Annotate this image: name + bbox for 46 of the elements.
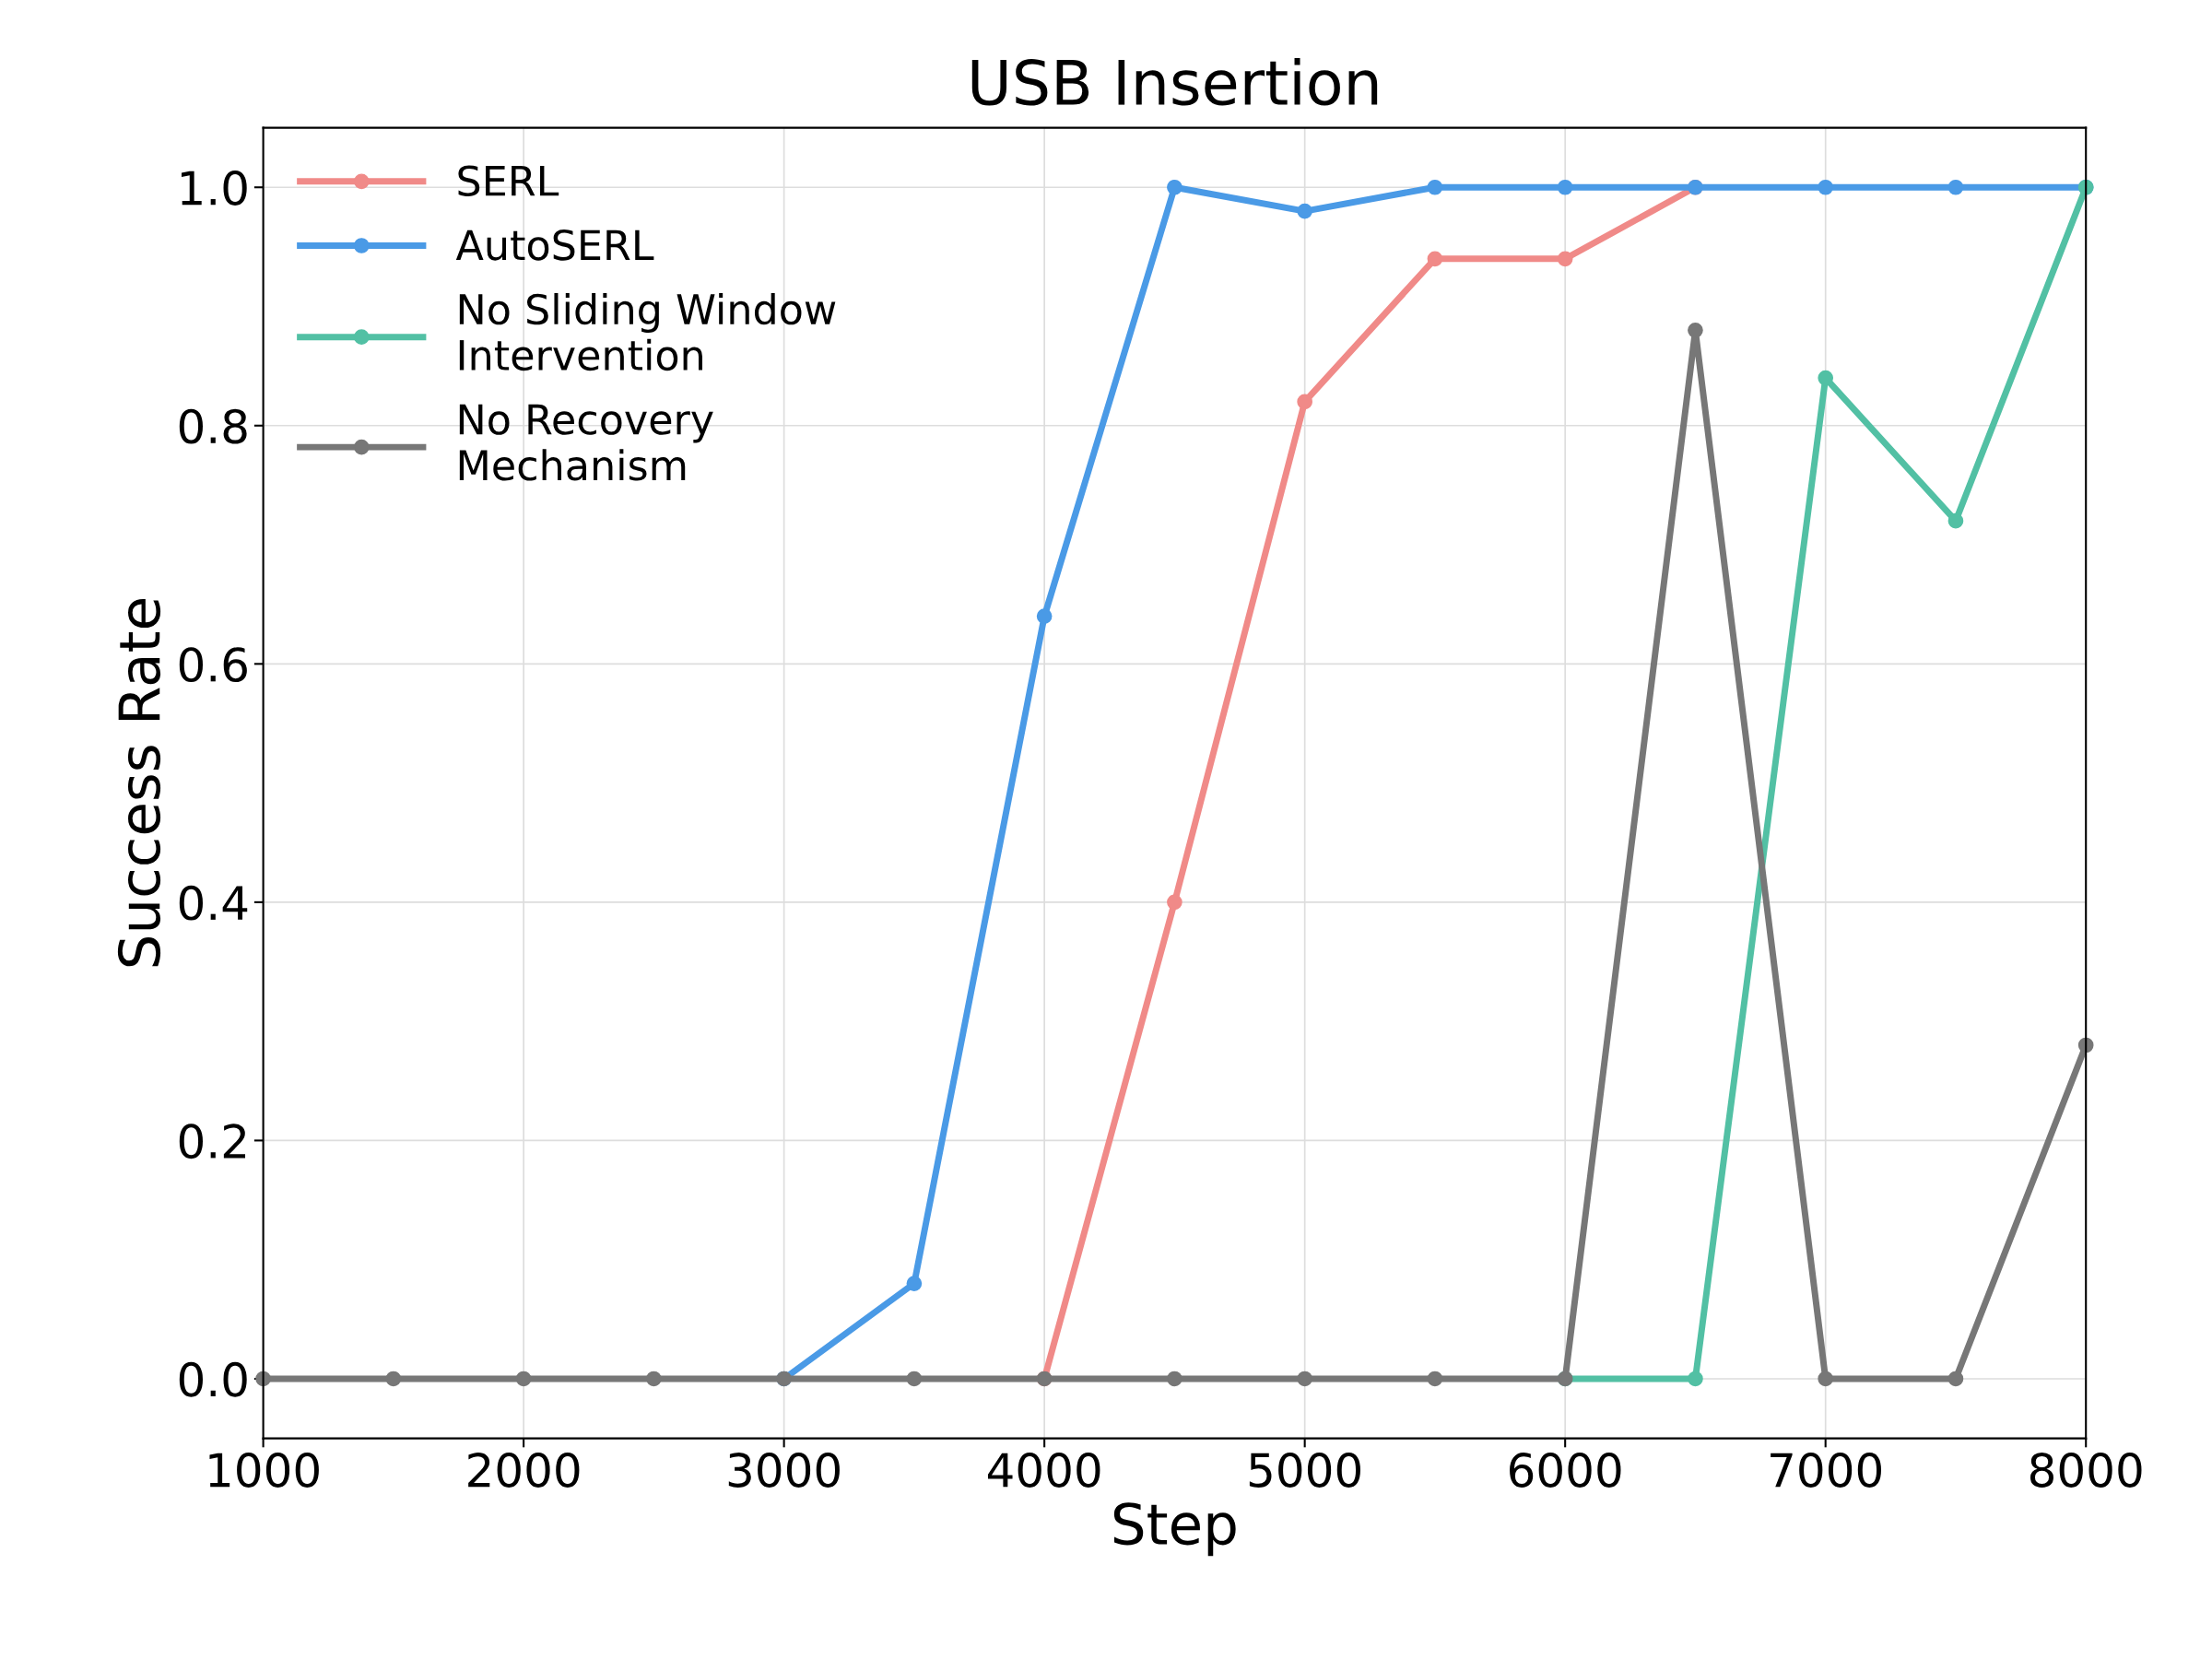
point <box>1947 179 1964 195</box>
point <box>1818 179 1834 195</box>
point <box>1427 251 1443 267</box>
legend-label: SERL <box>458 165 559 196</box>
point <box>1947 1371 1964 1387</box>
point <box>1947 512 1964 529</box>
point <box>1167 894 1182 911</box>
point <box>1818 1371 1834 1387</box>
chart-title: USB Insertion <box>971 57 1378 106</box>
point <box>1297 203 1312 219</box>
y-tick-label: 0.6 <box>179 647 247 683</box>
x-tick-label: 2000 <box>468 1453 580 1488</box>
x-tick-label: 6000 <box>1510 1453 1621 1488</box>
legend-label: AutoSERL <box>455 229 654 261</box>
point <box>906 1371 923 1387</box>
x-tick-label: 5000 <box>1249 1453 1360 1488</box>
point <box>1557 179 1573 195</box>
x-tick-label: 4000 <box>987 1453 1100 1488</box>
y-tick-label: 0.4 <box>179 885 248 921</box>
y-tick-label: 0.8 <box>179 408 247 444</box>
legend-label: No Sliding Window Intervention <box>459 292 836 371</box>
legend-label: No Recovery Mechanism <box>459 404 713 481</box>
y-tick-label: 0.0 <box>179 1361 247 1397</box>
point <box>385 1371 402 1387</box>
point <box>1557 251 1573 267</box>
point <box>1036 608 1053 624</box>
x-tick-label: 8000 <box>2030 1453 2142 1488</box>
point <box>1688 323 1703 338</box>
x-tick-label: 3000 <box>728 1453 840 1488</box>
point <box>1167 179 1182 195</box>
x-tick-label: 1000 <box>209 1453 319 1488</box>
point <box>1818 370 1834 386</box>
point <box>1427 1371 1443 1387</box>
y-tick-label: 0.2 <box>179 1124 246 1159</box>
y-axis-title: Success Rate <box>117 599 161 967</box>
point <box>515 1371 532 1387</box>
point <box>1427 179 1443 195</box>
point <box>1297 1371 1312 1387</box>
x-axis-title: Step <box>1113 1502 1236 1557</box>
x-tick-label: 7000 <box>1771 1453 1881 1488</box>
point <box>1688 1371 1703 1387</box>
y-tick-label: 1.0 <box>181 171 247 206</box>
point <box>646 1371 662 1387</box>
point <box>1167 1371 1182 1387</box>
point <box>906 1276 923 1291</box>
point <box>1297 394 1312 410</box>
